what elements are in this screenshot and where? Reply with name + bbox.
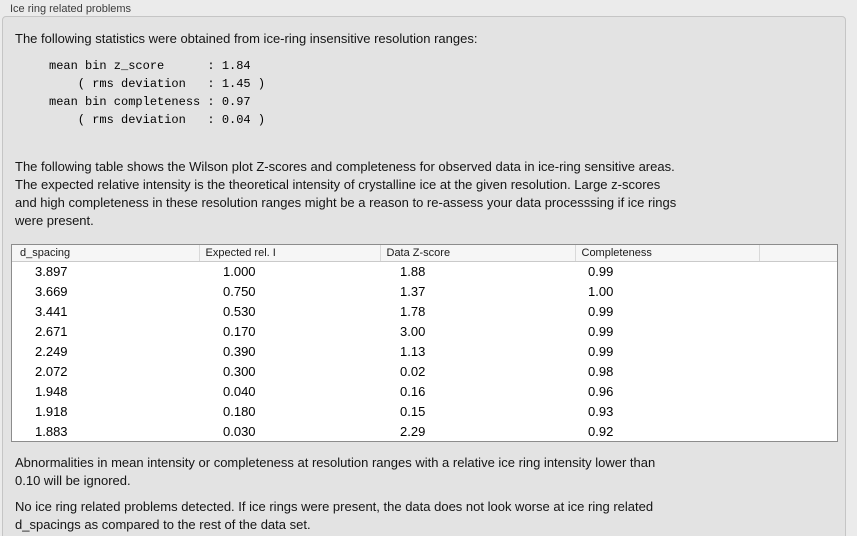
table-cell: 0.300: [223, 363, 256, 379]
table-cell: 1.00: [588, 283, 614, 299]
table-row[interactable]: 2.249 0.390 1.13 0.99: [12, 341, 837, 361]
table-cell-filler: [759, 281, 837, 301]
table-cell: 0.92: [588, 423, 614, 439]
table-row[interactable]: 1.883 0.030 2.29 0.92: [12, 421, 837, 441]
ice-ring-table-frame: d_spacing Expected rel. I Data Z-score C…: [11, 244, 838, 442]
table-cell: 1.37: [400, 283, 426, 299]
table-cell: 1.000: [223, 263, 256, 279]
ice-ring-table: d_spacing Expected rel. I Data Z-score C…: [12, 245, 837, 441]
table-cell: 0.99: [588, 263, 614, 279]
table-cell: 0.750: [223, 283, 256, 299]
table-cell: 0.02: [400, 363, 426, 379]
stats-block: mean bin z_score : 1.84 ( rms deviation …: [49, 59, 266, 127]
table-cell: 0.16: [400, 383, 426, 399]
table-row[interactable]: 2.072 0.300 0.02 0.98: [12, 361, 837, 381]
table-cell: 0.170: [223, 323, 256, 339]
column-header-completeness[interactable]: Completeness: [575, 245, 760, 262]
conclusion-text: No ice ring related problems detected. I…: [15, 499, 654, 532]
table-cell: 0.99: [588, 303, 614, 319]
table-cell: 1.88: [400, 263, 426, 279]
column-header-filler: [759, 245, 837, 262]
table-row[interactable]: 1.918 0.180 0.15 0.93: [12, 401, 837, 421]
table-cell: 0.180: [223, 403, 256, 419]
table-cell-filler: [759, 301, 837, 321]
ignore-note-text: Abnormalities in mean intensity or compl…: [15, 455, 656, 488]
table-cell: 0.15: [400, 403, 426, 419]
column-header-data-z-score[interactable]: Data Z-score: [380, 245, 576, 262]
table-cell: 1.883: [35, 423, 68, 439]
table-cell: 1.918: [35, 403, 68, 419]
table-body: 3.897 1.000 1.88 0.99 3.669 0.750 1.37 1.00 3.44…: [12, 261, 837, 441]
table-cell: 0.040: [223, 383, 256, 399]
table-cell-filler: [759, 381, 837, 401]
table-cell: 2.29: [400, 423, 426, 439]
table-cell-filler: [759, 361, 837, 381]
table-row[interactable]: 1.948 0.040 0.16 0.96: [12, 381, 837, 401]
table-cell: 2.249: [35, 343, 68, 359]
table-cell-filler: [759, 321, 837, 341]
table-cell: 2.072: [35, 363, 68, 379]
table-description-text: The following table shows the Wilson plo…: [15, 159, 677, 228]
table-cell-filler: [759, 401, 837, 421]
table-cell: 0.390: [223, 343, 256, 359]
table-cell: 3.441: [35, 303, 68, 319]
table-header-row: d_spacing Expected rel. I Data Z-score C…: [12, 245, 837, 262]
table-cell: 1.948: [35, 383, 68, 399]
table-cell: 2.671: [35, 323, 68, 339]
table-cell-filler: [759, 421, 837, 441]
ice-ring-panel: The following statistics were obtained f…: [2, 16, 846, 536]
column-header-expected-rel-i[interactable]: Expected rel. I: [199, 245, 381, 262]
table-cell: 0.96: [588, 383, 614, 399]
table-cell-filler: [759, 341, 837, 361]
table-cell: 0.93: [588, 403, 614, 419]
table-cell: 3.669: [35, 283, 68, 299]
table-cell: 3.897: [35, 263, 68, 279]
stats-intro-text: The following statistics were obtained f…: [15, 31, 478, 46]
table-cell-filler: [759, 261, 837, 281]
table-row[interactable]: 3.897 1.000 1.88 0.99: [12, 261, 837, 281]
table-row[interactable]: 3.441 0.530 1.78 0.99: [12, 301, 837, 321]
table-cell: 0.530: [223, 303, 256, 319]
table-row[interactable]: 2.671 0.170 3.00 0.99: [12, 321, 837, 341]
table-cell: 0.030: [223, 423, 256, 439]
table-cell: 0.98: [588, 363, 614, 379]
table-cell: 0.99: [588, 343, 614, 359]
table-row[interactable]: 3.669 0.750 1.37 1.00: [12, 281, 837, 301]
table-cell: 1.78: [400, 303, 426, 319]
table-cell: 0.99: [588, 323, 614, 339]
column-header-d-spacing[interactable]: d_spacing: [12, 245, 200, 262]
table-cell: 3.00: [400, 323, 426, 339]
table-cell: 1.13: [400, 343, 426, 359]
groupbox-title: Ice ring related problems: [10, 3, 132, 15]
